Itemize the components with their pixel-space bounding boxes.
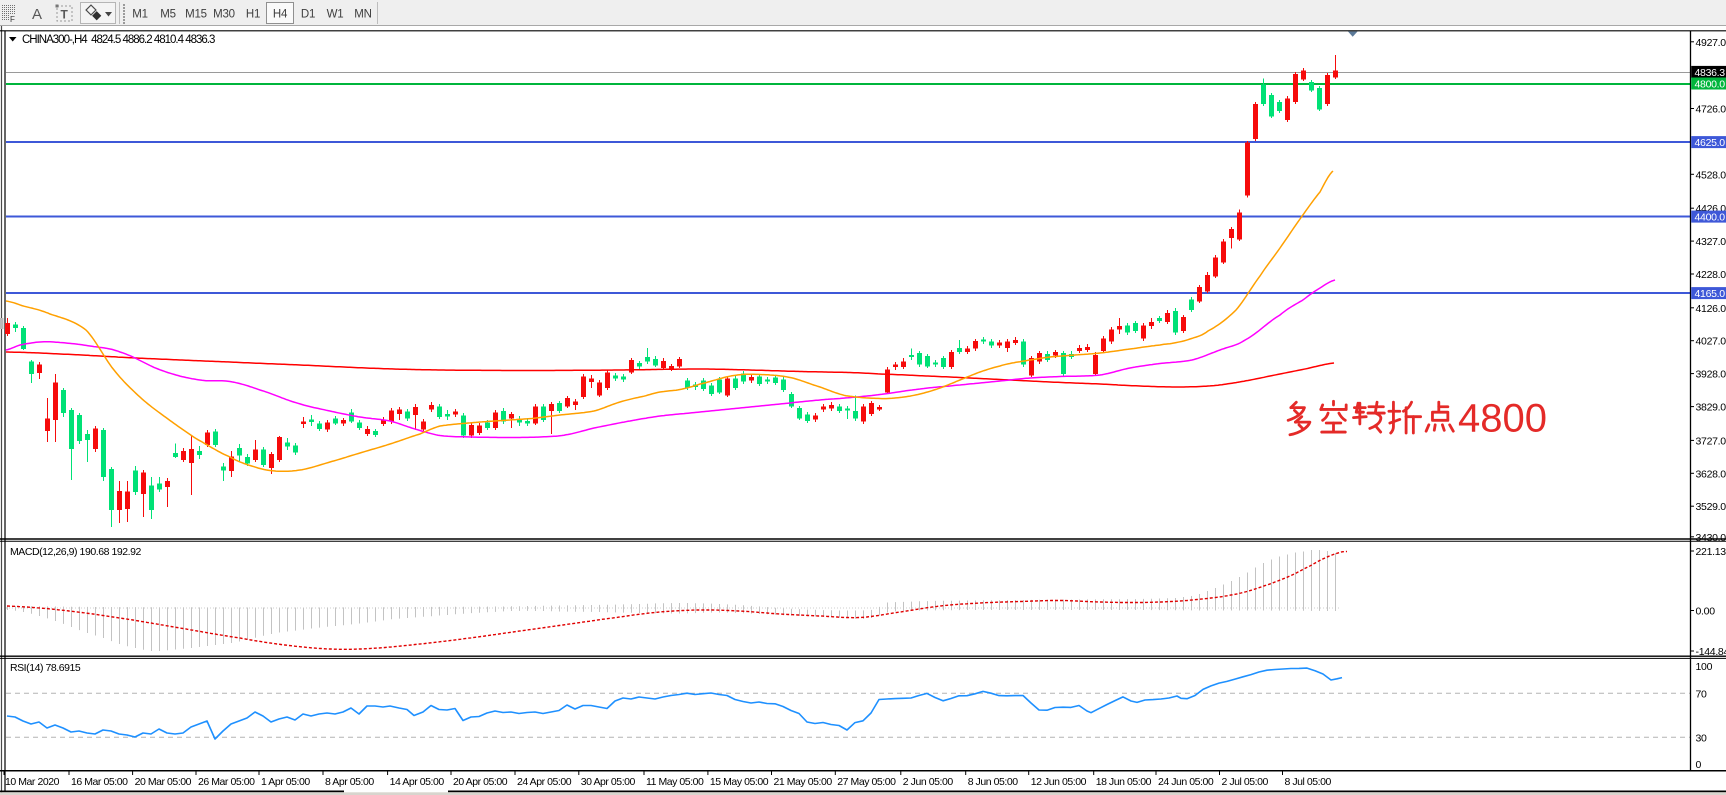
svg-text:W1: W1 [327, 9, 344, 21]
svg-text:4625.0: 4625.0 [1695, 137, 1726, 149]
svg-text:20 Apr 05:00: 20 Apr 05:00 [453, 776, 508, 788]
svg-text:11 May 05:00: 11 May 05:00 [646, 776, 704, 788]
svg-text:3628.0: 3628.0 [1696, 468, 1726, 480]
svg-text:4327.0: 4327.0 [1696, 236, 1726, 248]
svg-text:4927.0: 4927.0 [1696, 37, 1726, 49]
svg-text:70: 70 [1696, 688, 1708, 700]
svg-text:221.13: 221.13 [1696, 546, 1726, 558]
svg-text:15 May 05:00: 15 May 05:00 [710, 776, 769, 788]
svg-text:12 Jun 05:00: 12 Jun 05:00 [1031, 776, 1087, 788]
svg-text:4165.0: 4165.0 [1695, 288, 1726, 300]
svg-text:4027.0: 4027.0 [1696, 336, 1726, 348]
svg-text:M15: M15 [185, 9, 207, 21]
svg-text:MACD(12,26,9) 190.68 192.92: MACD(12,26,9) 190.68 192.92 [10, 546, 141, 558]
svg-text:27 May 05:00: 27 May 05:00 [837, 776, 896, 788]
svg-text:10 Mar 2020: 10 Mar 2020 [5, 776, 60, 788]
svg-text:8 Jul 05:00: 8 Jul 05:00 [1285, 776, 1332, 788]
svg-text:H4: H4 [273, 9, 288, 21]
svg-text:2 Jul 05:00: 2 Jul 05:00 [1222, 776, 1269, 788]
svg-text:4836.3: 4836.3 [1695, 67, 1726, 79]
svg-text:4400.0: 4400.0 [1695, 212, 1726, 224]
svg-text:24 Jun 05:00: 24 Jun 05:00 [1158, 776, 1214, 788]
svg-text:4126.0: 4126.0 [1696, 303, 1726, 315]
svg-text:100: 100 [1696, 661, 1713, 673]
svg-text:2 Jun 05:00: 2 Jun 05:00 [903, 776, 954, 788]
svg-text:0: 0 [1696, 759, 1702, 771]
svg-text:M5: M5 [160, 9, 176, 21]
svg-text:30: 30 [1696, 732, 1708, 744]
svg-text:16 Mar 05:00: 16 Mar 05:00 [71, 776, 128, 788]
svg-text:RSI(14) 78.6915: RSI(14) 78.6915 [10, 662, 81, 674]
svg-text:21 May 05:00: 21 May 05:00 [774, 776, 833, 788]
svg-text:0.00: 0.00 [1696, 606, 1716, 618]
svg-text:MN: MN [354, 9, 372, 21]
svg-text:F: F [10, 15, 15, 24]
svg-text:3928.0: 3928.0 [1696, 369, 1726, 381]
svg-text:M1: M1 [132, 9, 148, 21]
svg-text:18 Jun 05:00: 18 Jun 05:00 [1096, 776, 1152, 788]
svg-text:4228.0: 4228.0 [1696, 269, 1726, 281]
svg-text:20 Mar 05:00: 20 Mar 05:00 [135, 776, 192, 788]
svg-text:3529.0: 3529.0 [1696, 501, 1726, 513]
svg-text:1 Apr 05:00: 1 Apr 05:00 [261, 776, 310, 788]
svg-text:3430.0: 3430.0 [1696, 532, 1726, 544]
svg-text:8 Jun 05:00: 8 Jun 05:00 [968, 776, 1019, 788]
svg-text:14 Apr 05:00: 14 Apr 05:00 [390, 776, 445, 788]
svg-text:A: A [32, 6, 42, 23]
svg-text:M30: M30 [213, 9, 235, 21]
svg-text:30 Apr 05:00: 30 Apr 05:00 [581, 776, 636, 788]
svg-text:8 Apr 05:00: 8 Apr 05:00 [325, 776, 374, 788]
svg-text:26 Mar 05:00: 26 Mar 05:00 [198, 776, 255, 788]
svg-text:4800.0: 4800.0 [1695, 79, 1726, 91]
svg-text:H1: H1 [246, 9, 260, 21]
svg-text:24 Apr 05:00: 24 Apr 05:00 [517, 776, 572, 788]
svg-text:-144.84: -144.84 [1696, 646, 1726, 658]
svg-text:4800: 4800 [1458, 397, 1547, 441]
svg-text:3829.0: 3829.0 [1696, 402, 1726, 414]
svg-text:CHINA300-,H4 4824.5 4886.2 48: CHINA300-,H4 4824.5 4886.2 4810.4 4836.3 [22, 34, 215, 46]
svg-text:D1: D1 [301, 9, 315, 21]
svg-text:4528.0: 4528.0 [1696, 169, 1726, 181]
svg-text:T: T [61, 8, 69, 22]
svg-text:3727.0: 3727.0 [1696, 435, 1726, 447]
svg-text:4726.0: 4726.0 [1696, 104, 1726, 116]
